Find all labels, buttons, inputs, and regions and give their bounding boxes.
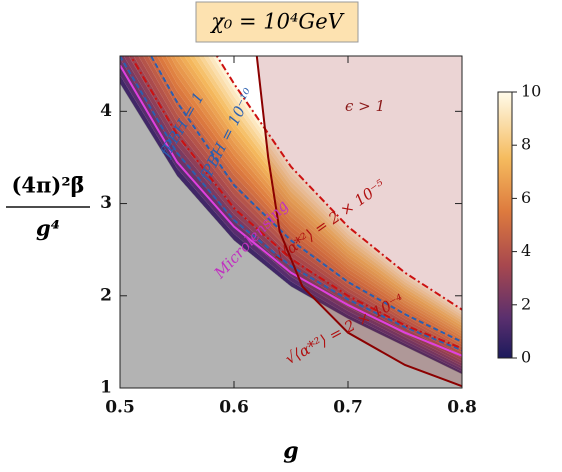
x-axis-label: g (283, 438, 298, 464)
colorbar-tick-label: 2 (521, 294, 531, 313)
plot-frame (119, 55, 463, 389)
y-tick-label: 1 (100, 378, 112, 398)
colorbar (497, 91, 513, 359)
y-tick-label: 4 (100, 101, 112, 121)
colorbar-tick-label: 6 (521, 188, 531, 207)
colorbar-tick-label: 10 (521, 82, 541, 101)
x-tick-label: 0.8 (447, 398, 477, 418)
colorbar-tick-label: 8 (521, 135, 531, 154)
annotation: ϵ > 1 (345, 97, 385, 115)
x-tick-label: 0.5 (105, 398, 135, 418)
contour-line (120, 64, 462, 357)
contour-line (215, 56, 462, 311)
epsilon-region (256, 56, 462, 387)
contour-line (149, 56, 462, 343)
contour-line (120, 56, 462, 352)
colorbar-tick-label: 4 (521, 241, 531, 260)
y-tick-label: 2 (100, 285, 112, 305)
chart-title: χ₀ = 10⁴GeV (209, 10, 344, 34)
y-tick-label: 3 (100, 193, 112, 213)
plot-area (120, 56, 462, 388)
excluded-region (120, 83, 462, 388)
y-axis-label-numerator: (4π)²β̄ (12, 173, 85, 198)
y-axis-label-denominator: g⁴ (36, 216, 60, 241)
x-tick-label: 0.6 (219, 398, 249, 418)
epsilon-boundary (255, 56, 462, 388)
colorbar-tick-label: 0 (521, 348, 531, 367)
title-box (195, 1, 359, 43)
x-tick-label: 0.7 (333, 398, 363, 418)
